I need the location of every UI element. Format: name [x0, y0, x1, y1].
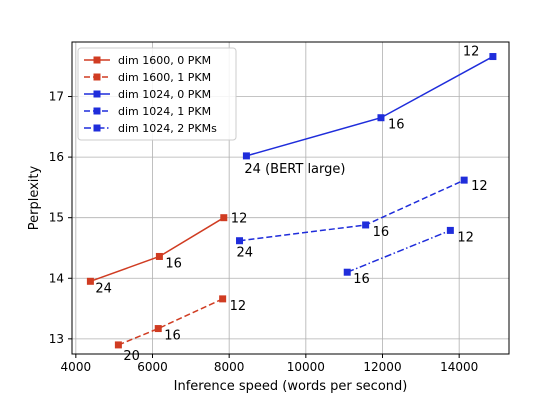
data-label: 16: [165, 256, 182, 271]
legend-entry: dim 1600, 1 PKM: [118, 71, 211, 84]
legend-marker: [93, 73, 101, 81]
data-point: [154, 325, 162, 333]
data-label: 16: [373, 225, 390, 240]
data-point: [343, 268, 351, 276]
data-point: [242, 152, 250, 160]
x-axis-label: Inference speed (words per second): [174, 379, 408, 394]
legend-entry: dim 1024, 1 PKM: [118, 105, 211, 118]
data-point: [362, 221, 370, 229]
y-axis-label: Perplexity: [27, 165, 42, 230]
y-tick-label: 13: [49, 332, 64, 346]
y-tick-label: 16: [49, 150, 64, 164]
legend-entry: dim 1024, 2 PKMs: [118, 122, 217, 135]
data-point: [155, 252, 163, 260]
data-label: 12: [463, 45, 480, 60]
legend: dim 1600, 0 PKM dim 1600, 1 PKM dim 1024, …: [77, 47, 237, 141]
y-tick-label: 17: [49, 90, 64, 104]
data-label: 24 (BERT large): [244, 162, 345, 177]
data-label: 12: [457, 230, 474, 245]
data-point: [219, 295, 227, 303]
legend-marker: [93, 56, 101, 64]
series-line: [118, 298, 223, 346]
data-label: 24: [237, 246, 254, 261]
x-tick-label: 14000: [440, 360, 478, 374]
data-label: 24: [95, 281, 112, 296]
legend-entry: dim 1024, 0 PKM: [118, 88, 211, 101]
legend-marker: [93, 90, 101, 98]
data-point: [114, 341, 122, 349]
data-label: 16: [164, 329, 181, 344]
data-label: 12: [230, 299, 247, 314]
data-point: [489, 53, 497, 61]
series-line: [346, 229, 451, 273]
data-label: 20: [123, 349, 140, 364]
x-tick-label: 8000: [214, 360, 245, 374]
axis-ticks: 4000 6000 8000 10000 12000 14000 13 14 15 16 17: [49, 90, 479, 374]
legend-entry: dim 1600, 0 PKM: [118, 54, 211, 67]
data-point: [377, 114, 385, 122]
data-label: 12: [471, 179, 488, 194]
data-point: [220, 214, 228, 222]
x-tick-label: 4000: [61, 360, 92, 374]
plot-frame: [71, 41, 510, 355]
y-tick-label: 15: [49, 211, 64, 225]
data-point: [86, 277, 94, 285]
data-point: [460, 176, 468, 184]
x-tick-label: 12000: [363, 360, 401, 374]
data-point: [446, 226, 454, 234]
data-point: [236, 237, 244, 245]
data-label: 16: [353, 272, 370, 287]
series-lines: 24 16 12 20 16 12 24 (BERT large) 16 12 24 16 12 16 1…: [86, 45, 497, 364]
legend-marker: [93, 107, 101, 115]
legend-marker: [93, 124, 101, 132]
x-tick-label: 6000: [137, 360, 168, 374]
x-tick-label: 10000: [287, 360, 325, 374]
data-label: 12: [231, 212, 248, 227]
y-tick-label: 14: [49, 271, 64, 285]
data-label: 16: [388, 118, 405, 133]
legend-box: [77, 47, 237, 141]
